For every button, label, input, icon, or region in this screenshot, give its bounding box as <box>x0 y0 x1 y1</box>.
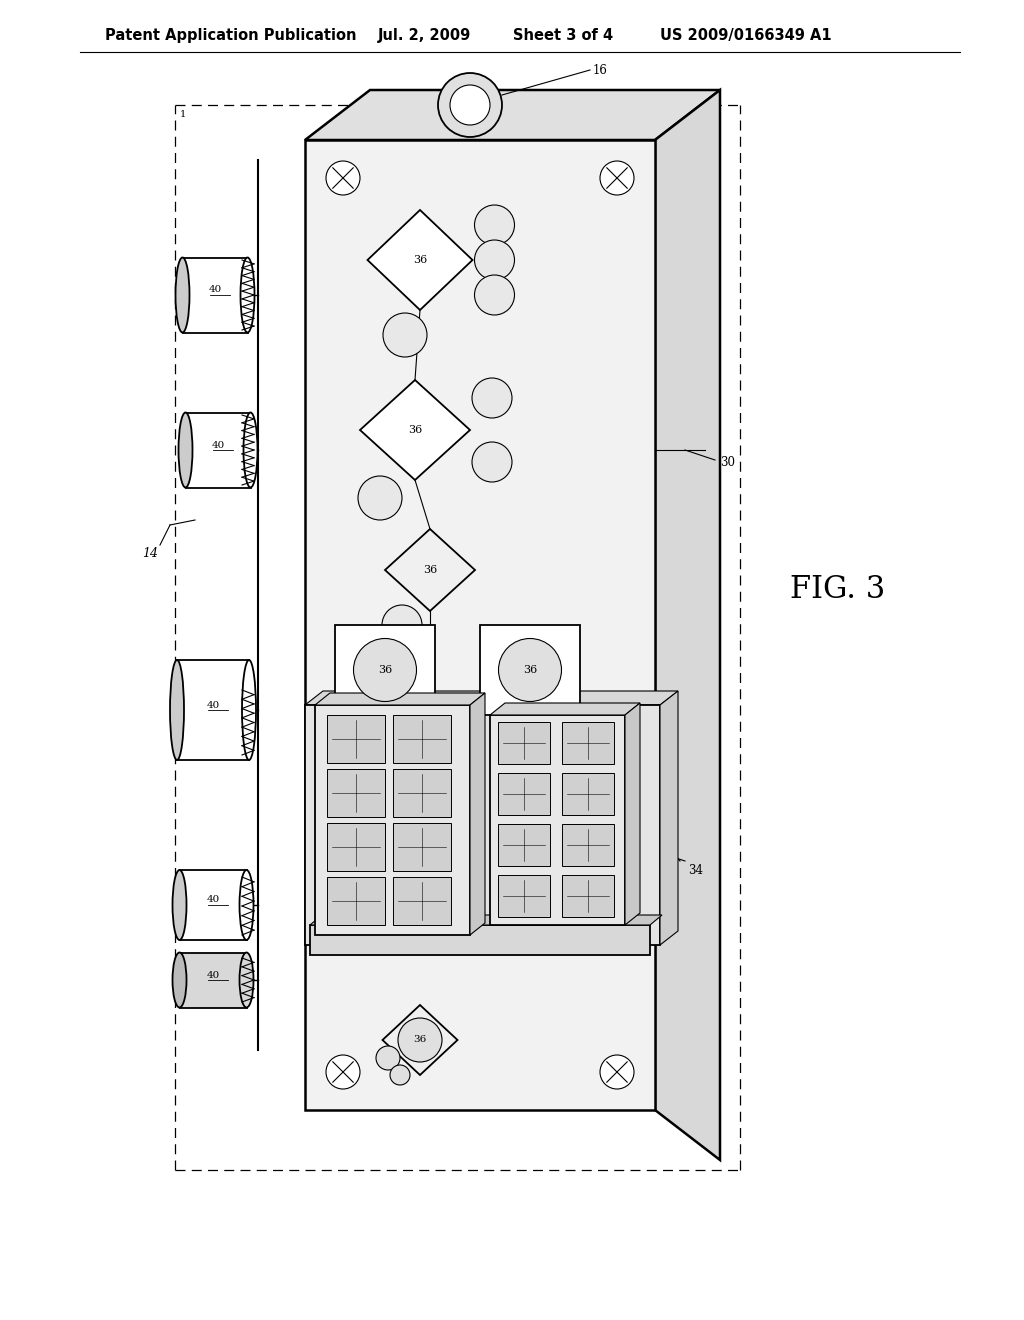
Bar <box>327 770 385 817</box>
Text: Jul. 2, 2009: Jul. 2, 2009 <box>378 28 471 44</box>
Circle shape <box>450 84 490 125</box>
Circle shape <box>600 161 634 195</box>
Polygon shape <box>625 704 640 925</box>
Polygon shape <box>305 90 720 140</box>
Text: 40: 40 <box>207 701 219 710</box>
Bar <box>498 774 550 814</box>
Text: 40: 40 <box>207 970 219 979</box>
Ellipse shape <box>240 953 254 1007</box>
Ellipse shape <box>175 257 189 333</box>
Polygon shape <box>310 915 662 925</box>
Text: US 2009/0166349 A1: US 2009/0166349 A1 <box>660 28 831 44</box>
Text: 36: 36 <box>414 1035 427 1044</box>
Polygon shape <box>490 704 640 715</box>
Ellipse shape <box>170 660 184 760</box>
Bar <box>327 715 385 763</box>
Circle shape <box>398 1018 442 1063</box>
Text: 40: 40 <box>207 895 219 904</box>
Bar <box>335 624 435 715</box>
Text: 40: 40 <box>211 441 224 450</box>
Circle shape <box>326 161 360 195</box>
Ellipse shape <box>242 660 256 760</box>
Circle shape <box>499 639 561 701</box>
Circle shape <box>474 275 514 315</box>
Ellipse shape <box>240 870 254 940</box>
Text: FIG. 3: FIG. 3 <box>790 574 886 606</box>
Bar <box>393 715 451 763</box>
Ellipse shape <box>244 412 257 487</box>
Circle shape <box>353 639 417 701</box>
Circle shape <box>358 477 402 520</box>
Circle shape <box>438 73 502 137</box>
Ellipse shape <box>178 412 193 487</box>
Bar <box>562 774 614 814</box>
Bar <box>179 870 247 940</box>
Text: 36: 36 <box>423 565 437 576</box>
Polygon shape <box>305 690 678 705</box>
Polygon shape <box>368 210 472 310</box>
Bar <box>185 412 251 487</box>
Text: 1: 1 <box>180 110 186 119</box>
Bar <box>562 722 614 764</box>
Ellipse shape <box>241 257 255 333</box>
Text: 36: 36 <box>523 665 538 675</box>
Bar <box>562 824 614 866</box>
Text: Sheet 3 of 4: Sheet 3 of 4 <box>513 28 613 44</box>
Circle shape <box>600 1055 634 1089</box>
Bar <box>498 875 550 917</box>
Text: 36: 36 <box>378 665 392 675</box>
Circle shape <box>376 1045 400 1071</box>
Polygon shape <box>660 690 678 945</box>
Text: 14: 14 <box>142 546 158 560</box>
Polygon shape <box>305 140 655 1110</box>
Circle shape <box>474 240 514 280</box>
Bar <box>393 876 451 925</box>
Circle shape <box>472 378 512 418</box>
Bar <box>480 624 580 715</box>
Text: 40: 40 <box>208 285 221 294</box>
Text: 30: 30 <box>720 457 735 470</box>
Circle shape <box>474 205 514 246</box>
Circle shape <box>326 1055 360 1089</box>
Polygon shape <box>385 529 475 611</box>
Text: Patent Application Publication: Patent Application Publication <box>105 28 356 44</box>
Ellipse shape <box>172 953 186 1007</box>
Bar <box>182 257 248 333</box>
Polygon shape <box>655 90 720 1160</box>
Bar <box>490 715 625 925</box>
Bar <box>498 824 550 866</box>
Circle shape <box>390 1065 410 1085</box>
Ellipse shape <box>172 870 186 940</box>
Bar <box>177 660 249 760</box>
Polygon shape <box>383 1005 458 1074</box>
Circle shape <box>383 313 427 356</box>
Text: 16: 16 <box>593 63 608 77</box>
Text: 36: 36 <box>408 425 422 436</box>
Bar <box>393 770 451 817</box>
Bar <box>315 705 470 935</box>
Polygon shape <box>360 380 470 480</box>
Bar <box>179 953 247 1007</box>
Bar <box>327 876 385 925</box>
Bar <box>393 822 451 871</box>
Circle shape <box>472 442 512 482</box>
Bar <box>310 925 650 954</box>
Bar <box>498 722 550 764</box>
Bar <box>305 705 660 945</box>
Polygon shape <box>315 693 485 705</box>
Text: 34: 34 <box>688 865 703 876</box>
Circle shape <box>382 605 422 645</box>
Text: 36: 36 <box>413 255 427 265</box>
Bar <box>562 875 614 917</box>
Bar <box>327 822 385 871</box>
Polygon shape <box>470 693 485 935</box>
